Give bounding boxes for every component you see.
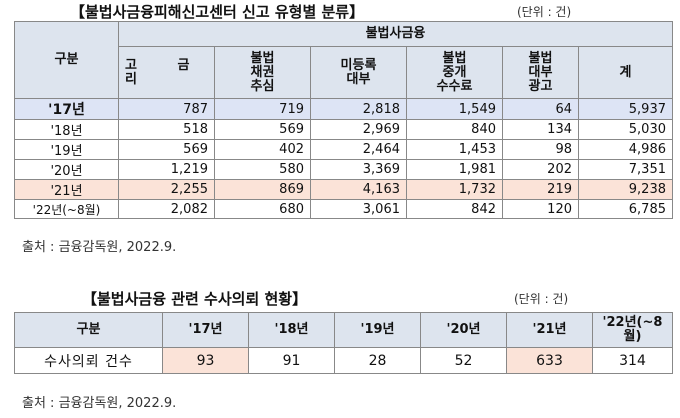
cell-value: 202 (502, 159, 579, 180)
cell-value: 7,351 (578, 159, 673, 180)
cell-value: 3,369 (310, 159, 407, 180)
table-row: 수사의뢰 건수 93 91 28 52 633 314 (14, 347, 673, 374)
cell-value: 91 (248, 347, 335, 374)
header-year: '21년 (506, 312, 593, 348)
col-illegal-collection: 불법 채권 추심 (214, 46, 311, 99)
investigation-request-table: 구분 '17년 '18년 '19년 '20년 '21년 '22년(~8월) 수사… (14, 312, 673, 374)
cell-value: 1,453 (406, 139, 503, 160)
table2-title: 【불법사금융 관련 수사의뢰 현황】 (82, 290, 308, 308)
row-year: '18년 (14, 119, 119, 140)
cell-value: 787 (118, 98, 215, 120)
cell-value: 98 (502, 139, 579, 160)
cell-value: 5,030 (578, 119, 673, 140)
cell-value: 3,061 (310, 199, 407, 219)
row-year: '19년 (14, 139, 119, 160)
cell-value: 840 (406, 119, 503, 140)
header-year: '19년 (334, 312, 421, 348)
cell-value: 1,219 (118, 159, 215, 180)
cell-value: 64 (502, 98, 579, 120)
cell-value: 2,818 (310, 98, 407, 120)
table-row: '20년 1,219 580 3,369 1,981 202 7,351 (14, 159, 673, 180)
header-year: '17년 (162, 312, 249, 348)
table1-unit: (단위 : 건) (517, 5, 572, 19)
table-row: '19년 569 402 2,464 1,453 98 4,986 (14, 139, 673, 160)
col-illegal-loan-ad: 불법 대부 광고 (502, 46, 579, 99)
table-row: '21년 2,255 869 4,163 1,732 219 9,238 (14, 179, 673, 200)
cell-value: 28 (334, 347, 421, 374)
col-illegal-brokerage-fee: 불법 중개 수수료 (406, 46, 503, 99)
cell-value: 633 (506, 347, 593, 374)
cell-value: 5,937 (578, 98, 673, 120)
header-category: 구분 (14, 21, 119, 99)
cell-value: 719 (214, 98, 311, 120)
cell-value: 2,969 (310, 119, 407, 140)
cell-value: 134 (502, 119, 579, 140)
cell-value: 52 (420, 347, 507, 374)
table1-source: 출처 : 금융감독원, 2022.9. (22, 240, 177, 255)
cell-value: 402 (214, 139, 311, 160)
cell-value: 314 (592, 347, 673, 374)
cell-value: 569 (118, 139, 215, 160)
cell-value: 93 (162, 347, 249, 374)
cell-value: 2,464 (310, 139, 407, 160)
row-year: '21년 (14, 179, 119, 200)
col-unregistered-lending: 미등록 대부 (310, 46, 407, 99)
cell-value: 9,238 (578, 179, 673, 200)
table-row: '22년(~8월) 2,082 680 3,061 842 120 6,785 (14, 199, 673, 219)
cell-value: 869 (214, 179, 311, 200)
header-year: '20년 (420, 312, 507, 348)
header-year: '18년 (248, 312, 335, 348)
header-category: 구분 (14, 312, 163, 348)
table-row: '17년 787 719 2,818 1,549 64 5,937 (14, 98, 673, 120)
cell-value: 842 (406, 199, 503, 219)
row-year: '17년 (14, 98, 119, 120)
report-type-table: 구분 불법사금융 고 금 리 불법 채권 추심 미등록 대부 불법 중개 수수료 불법 대부… (14, 21, 673, 219)
table1-title: 【불법사금융피해신고센터 신고 유형별 분류】 (70, 3, 365, 21)
table2-source: 출처 : 금융감독원, 2022.9. (22, 396, 177, 411)
cell-value: 2,082 (118, 199, 215, 219)
cell-value: 4,163 (310, 179, 407, 200)
cell-value: 580 (214, 159, 311, 180)
cell-value: 569 (214, 119, 311, 140)
table2-unit: (단위 : 건) (514, 292, 569, 306)
row-label: 수사의뢰 건수 (14, 347, 163, 374)
row-year: '22년(~8월) (14, 199, 119, 219)
row-year: '20년 (14, 159, 119, 180)
cell-value: 219 (502, 179, 579, 200)
table-row: '18년 518 569 2,969 840 134 5,030 (14, 119, 673, 140)
cell-value: 2,255 (118, 179, 215, 200)
cell-value: 1,549 (406, 98, 503, 120)
col-total: 계 (578, 46, 673, 99)
header-year: '22년(~8월) (592, 312, 673, 348)
cell-value: 680 (214, 199, 311, 219)
cell-value: 4,986 (578, 139, 673, 160)
cell-value: 120 (502, 199, 579, 219)
col-high-interest: 고 금 리 (118, 46, 215, 99)
header-illegal-finance: 불법사금융 (118, 21, 673, 47)
cell-value: 518 (118, 119, 215, 140)
cell-value: 1,981 (406, 159, 503, 180)
cell-value: 6,785 (578, 199, 673, 219)
cell-value: 1,732 (406, 179, 503, 200)
